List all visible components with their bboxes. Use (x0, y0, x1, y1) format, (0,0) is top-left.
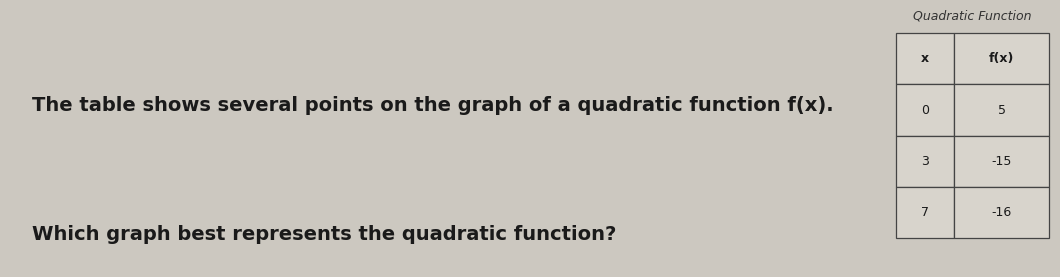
Text: f(x): f(x) (989, 52, 1014, 65)
Bar (954, 187, 1049, 238)
Text: Which graph best represents the quadratic function?: Which graph best represents the quadrati… (32, 225, 616, 244)
Bar (896, 33, 954, 84)
Text: The table shows several points on the graph of a quadratic function f(x).: The table shows several points on the gr… (32, 96, 833, 115)
Bar (954, 136, 1049, 187)
Text: Quadratic Function: Quadratic Function (914, 9, 1031, 22)
Bar (954, 84, 1049, 136)
Bar (896, 136, 954, 187)
Text: 5: 5 (997, 104, 1006, 117)
Text: -16: -16 (991, 206, 1012, 219)
Text: 7: 7 (921, 206, 929, 219)
Bar (954, 33, 1049, 84)
Text: 3: 3 (921, 155, 929, 168)
Text: -15: -15 (991, 155, 1012, 168)
Text: x: x (921, 52, 929, 65)
Bar (896, 187, 954, 238)
Text: 0: 0 (921, 104, 929, 117)
Bar (896, 84, 954, 136)
